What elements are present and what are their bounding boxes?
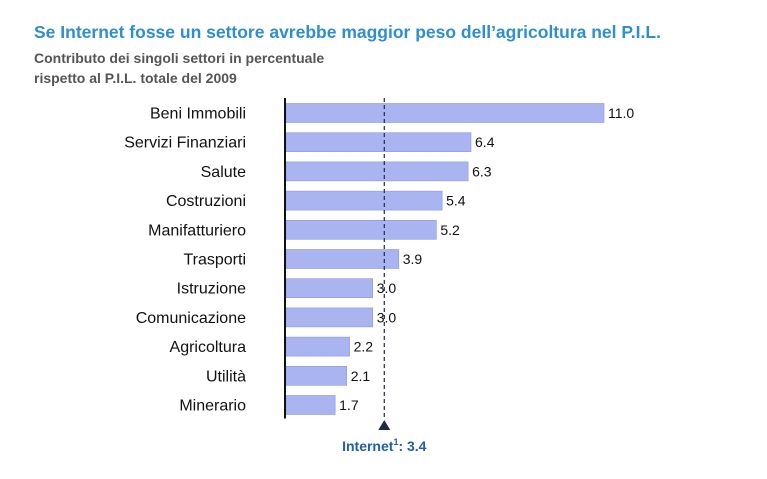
subtitle-line-1: Contributo dei singoli settori in percen…: [34, 50, 325, 66]
category-label-6: Istruzione: [177, 281, 246, 298]
value-label-1: 6.4: [475, 134, 495, 150]
category-label-8: Agricoltura: [170, 339, 247, 356]
category-label-1: Servizi Finanziari: [124, 135, 246, 152]
internet-label-name: Internet: [342, 438, 394, 454]
category-label-4: Manifatturiero: [148, 222, 246, 239]
bar-8: [285, 336, 350, 357]
chart-subtitle: Contributo dei singoli settori in percen…: [34, 48, 454, 88]
value-label-3: 5.4: [446, 193, 466, 209]
bar-7: [285, 307, 374, 328]
bars-group: Beni Immobili 11.0 Servizi Finanziari 6.4 Sa…: [124, 103, 634, 415]
category-label-2: Salute: [201, 164, 246, 181]
category-label-9: Utilità: [206, 368, 246, 385]
bar-1: [285, 132, 472, 152]
category-label-3: Costruzioni: [166, 193, 246, 210]
bar-4: [285, 220, 437, 240]
value-label-8: 2.2: [354, 339, 374, 355]
category-label-7: Comunicazione: [136, 310, 246, 327]
category-label-5: Trasporti: [183, 252, 246, 269]
value-label-6: 3.0: [377, 280, 397, 296]
value-label-10: 1.7: [339, 397, 359, 413]
category-label-0: Beni Immobili: [150, 106, 246, 123]
internet-reference-label: Internet1: 3.4: [342, 437, 427, 454]
internet-reference-marker: [378, 420, 391, 430]
bar-2: [285, 161, 469, 182]
value-label-2: 6.3: [472, 163, 492, 179]
subtitle-line-2: rispetto al P.I.L. totale del 2009: [34, 70, 237, 86]
value-label-9: 2.1: [351, 368, 371, 384]
value-label-4: 5.2: [440, 222, 460, 238]
chart-title: Se Internet fosse un settore avrebbe mag…: [34, 22, 661, 42]
bar-3: [285, 190, 443, 211]
value-label-7: 3.0: [377, 309, 397, 325]
bar-6: [285, 278, 374, 299]
value-label-0: 11.0: [608, 105, 634, 121]
internet-label-footnote: 1: [393, 437, 398, 447]
bar-10: [285, 395, 336, 415]
internet-label-value: : 3.4: [398, 438, 426, 454]
category-label-10: Minerario: [179, 398, 246, 415]
value-label-5: 3.9: [403, 251, 423, 267]
bar-0: [285, 103, 605, 123]
bar-5: [285, 249, 400, 269]
bar-9: [285, 365, 348, 386]
